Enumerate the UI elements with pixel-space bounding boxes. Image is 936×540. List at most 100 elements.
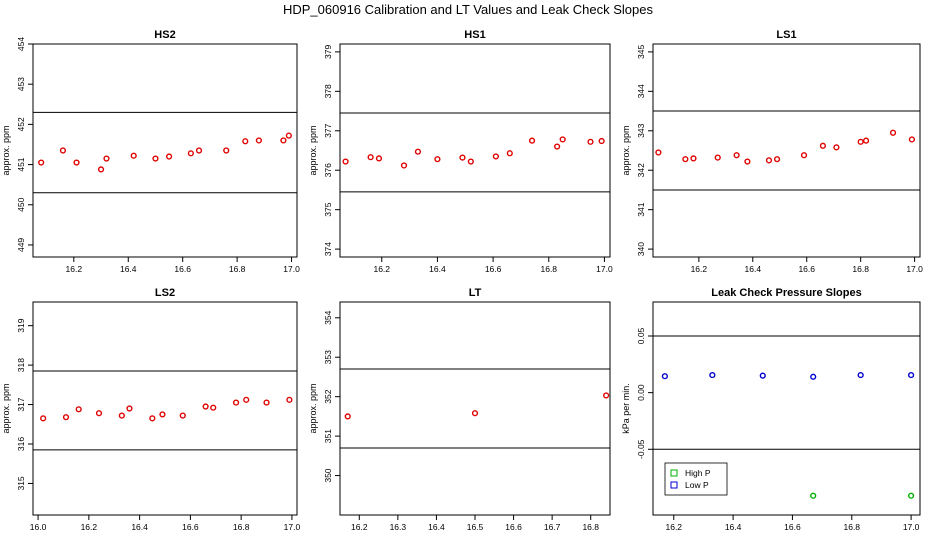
data-point-values xyxy=(59,147,67,154)
data-point-values xyxy=(255,137,262,144)
data-point-values xyxy=(744,158,751,165)
x-tick-label: 16.4 xyxy=(429,264,446,274)
x-tick-label: 16.5 xyxy=(467,522,484,532)
x-tick-label: 16.3 xyxy=(390,522,407,532)
x-tick-label: 17.0 xyxy=(283,264,300,274)
data-point-values xyxy=(103,155,110,162)
chart-panel-1: HS2 approx. ppm 16.2 16.4 16.6 16.8 17.0 449 450… xyxy=(1,29,300,274)
x-tick-label: 16.6 xyxy=(784,522,801,532)
y-tick-label: 0.05 xyxy=(636,327,646,344)
y-tick-label: 350 xyxy=(323,468,333,482)
data-point-values xyxy=(773,156,781,163)
y-tick-label: 315 xyxy=(16,476,26,490)
page-title: HDP_060916 Calibration and LT Values and… xyxy=(282,2,654,17)
data-point-values xyxy=(733,152,740,159)
data-point-values xyxy=(690,155,697,162)
data-point-values xyxy=(73,159,80,166)
y-tick-label: 452 xyxy=(16,117,26,131)
data-point-values xyxy=(434,156,441,163)
data-point-values xyxy=(862,137,870,144)
x-tick-label: 16.8 xyxy=(229,264,246,274)
data-point-low-p xyxy=(709,371,716,379)
data-point-values xyxy=(344,413,351,420)
chart-panel-6: Leak Check Pressure Slopes kPa per min. 16… xyxy=(621,287,921,532)
data-point-values xyxy=(179,412,186,419)
y-tick-label: 451 xyxy=(16,157,26,171)
data-point-values xyxy=(38,159,45,166)
legend-marker xyxy=(670,481,678,489)
x-tick-label: 16.4 xyxy=(120,264,137,274)
x-tick-label: 16.6 xyxy=(485,264,502,274)
data-point-values xyxy=(598,137,605,145)
y-tick-label: 376 xyxy=(323,163,333,177)
data-point-values xyxy=(367,154,374,161)
data-point-values xyxy=(95,410,103,417)
data-point-values xyxy=(800,152,808,159)
data-point-values xyxy=(342,158,349,165)
x-tick-label: 17.0 xyxy=(596,264,613,274)
data-point-values xyxy=(280,137,287,144)
x-tick-label: 16.8 xyxy=(843,522,860,532)
chart-panel-2: HS1 approx. ppm 16.2 16.4 16.6 16.8 17.0 374 375… xyxy=(308,29,613,274)
data-point-values xyxy=(285,132,292,139)
data-point-values xyxy=(375,155,383,162)
x-tick-label: 16.2 xyxy=(351,522,368,532)
plot-frame xyxy=(652,43,921,258)
data-point-values xyxy=(62,414,70,421)
y-tick-label: 375 xyxy=(323,202,333,216)
y-tick-label: 344 xyxy=(636,84,646,98)
x-tick-label: 16.6 xyxy=(182,522,199,532)
x-tick-label: 17.0 xyxy=(906,264,923,274)
chart-title: Leak Check Pressure Slopes xyxy=(711,287,861,299)
y-tick-label: 449 xyxy=(16,238,26,252)
chart-panel-5: LT approx. ppm 16.2 16.3 16.4 16.5 16.6 16.7 16.… xyxy=(308,287,611,532)
y-tick-label: 374 xyxy=(323,242,333,256)
data-point-values xyxy=(682,156,689,163)
data-point-values xyxy=(97,166,105,173)
legend-label: Low P xyxy=(685,480,709,490)
x-tick-label: 16.6 xyxy=(798,264,815,274)
y-axis-label: approx. ppm xyxy=(1,383,11,433)
data-point-values xyxy=(889,129,897,136)
data-point-values xyxy=(603,392,610,399)
y-tick-label: 354 xyxy=(323,310,333,324)
data-point-values xyxy=(833,144,840,151)
data-point-values xyxy=(857,138,864,145)
data-point-values xyxy=(587,138,594,145)
y-tick-label: 342 xyxy=(636,163,646,177)
data-point-values xyxy=(187,150,194,157)
data-point-values xyxy=(714,154,721,161)
data-point-values xyxy=(528,137,536,144)
plot-frame xyxy=(339,301,611,516)
x-tick-label: 16.4 xyxy=(725,522,742,532)
legend-marker xyxy=(670,469,678,477)
data-point-values xyxy=(819,142,827,149)
x-tick-label: 16.4 xyxy=(745,264,762,274)
data-point-values xyxy=(118,412,125,419)
data-point-low-p xyxy=(857,371,864,379)
data-point-values xyxy=(492,153,499,160)
data-point-values xyxy=(243,396,250,403)
data-point-low-p xyxy=(661,373,668,380)
data-point-low-p xyxy=(907,371,915,379)
data-point-values xyxy=(232,399,240,406)
y-tick-label: 345 xyxy=(636,45,646,59)
y-axis-label: approx. ppm xyxy=(308,383,318,433)
y-tick-label: 343 xyxy=(636,123,646,137)
y-tick-label: 453 xyxy=(16,77,26,91)
y-tick-label: 341 xyxy=(636,202,646,216)
data-point-values xyxy=(414,148,422,155)
data-point-values xyxy=(655,149,662,156)
x-tick-label: 17.0 xyxy=(903,522,920,532)
plot-frame xyxy=(652,301,921,516)
data-point-values xyxy=(554,143,561,150)
x-tick-label: 16.4 xyxy=(131,522,148,532)
chart-title: HS2 xyxy=(154,29,175,41)
x-tick-label: 16.2 xyxy=(81,522,98,532)
y-tick-label: 377 xyxy=(323,123,333,137)
data-point-values xyxy=(242,138,249,145)
data-point-values xyxy=(40,415,47,422)
data-point-values xyxy=(159,411,166,418)
data-point-values xyxy=(506,150,513,157)
y-tick-label: 352 xyxy=(323,389,333,403)
